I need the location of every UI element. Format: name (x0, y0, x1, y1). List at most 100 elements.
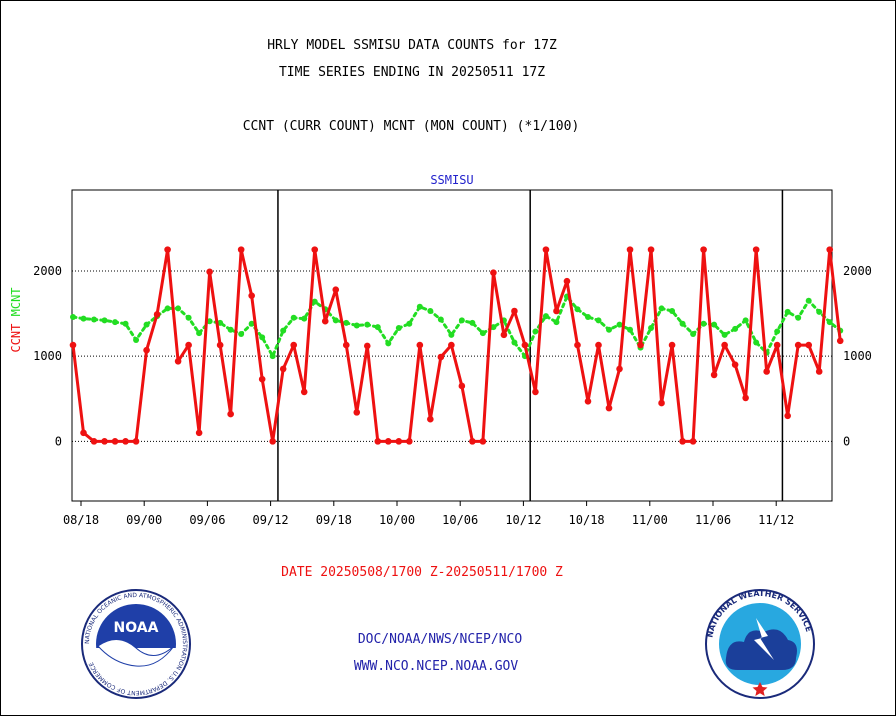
ccnt-point (227, 410, 234, 418)
x-tick-label: 10/12 (505, 513, 541, 527)
ccnt-point (574, 341, 581, 349)
ccnt-point (111, 438, 119, 445)
mcnt-point (385, 340, 392, 347)
y-tick-label-left: 0 (55, 434, 62, 448)
x-tick-label: 11/06 (695, 513, 731, 527)
mcnt-point (353, 322, 360, 329)
mcnt-point (616, 321, 623, 328)
ccnt-point (637, 341, 644, 349)
mcnt-point (490, 324, 497, 331)
mcnt-point (427, 307, 434, 314)
mcnt-point (374, 324, 381, 331)
ccnt-point (395, 438, 403, 445)
mcnt-point (479, 330, 486, 337)
ccnt-point (321, 317, 329, 325)
mcnt-point (259, 334, 266, 341)
ccnt-point (479, 438, 487, 445)
mcnt-point (301, 315, 308, 322)
mcnt-point (584, 313, 591, 320)
ccnt-point (427, 415, 434, 423)
mcnt-point (784, 308, 791, 315)
mcnt-point (711, 321, 718, 328)
mcnt-point (448, 331, 455, 338)
ccnt-point (742, 394, 749, 402)
ccnt-point (311, 246, 319, 253)
mcnt-point (227, 326, 234, 333)
x-tick-label: 10/00 (379, 513, 415, 527)
mcnt-point (112, 319, 119, 326)
mcnt-point (175, 305, 182, 312)
mcnt-point (238, 330, 245, 337)
mcnt-point (290, 314, 297, 321)
mcnt-point (795, 314, 802, 321)
ccnt-point (532, 388, 539, 396)
mcnt-point (732, 325, 739, 332)
x-tick-label: 08/18 (63, 513, 99, 527)
ccnt-point (679, 438, 686, 445)
y-axis-label: CCNT MCNT (9, 287, 23, 352)
mcnt-point (553, 319, 560, 326)
mcnt-point (511, 339, 518, 346)
x-tick-label: 09/00 (126, 513, 162, 527)
ccnt-point (342, 341, 350, 349)
ccnt-point (385, 438, 392, 445)
mcnt-point (395, 325, 402, 332)
mcnt-point (774, 328, 781, 335)
y-tick-label-right: 2000 (843, 264, 872, 278)
y-tick-label-right: 1000 (843, 349, 872, 363)
mcnt-point (280, 327, 287, 334)
ccnt-point (805, 341, 812, 349)
ccnt-point (448, 341, 455, 349)
mcnt-point (437, 316, 444, 323)
x-tick-label: 09/18 (316, 513, 352, 527)
ccnt-point (353, 409, 361, 416)
mcnt-point (648, 325, 655, 332)
mcnt-point (816, 308, 823, 315)
ccnt-point (710, 371, 718, 379)
date-range-text: DATE 20250508/1700 Z-20250511/1700 Z (281, 565, 563, 580)
mcnt-point (133, 336, 140, 343)
mcnt-point (574, 306, 581, 313)
mcnt-point (269, 353, 276, 360)
ccnt-point (363, 342, 371, 350)
ccnt-point (605, 404, 613, 412)
ccnt-point (174, 357, 182, 365)
mcnt-point (742, 317, 749, 324)
x-tick-label: 10/06 (442, 513, 478, 527)
chart-title-line1: HRLY MODEL SSMISU DATA COUNTS for 17Z (267, 38, 557, 53)
ccnt-point (80, 429, 87, 437)
ccnt-point (90, 438, 98, 445)
mcnt-point (532, 328, 539, 335)
ccnt-point (101, 438, 108, 445)
ccnt-point (332, 286, 340, 293)
mcnt-point (606, 326, 613, 333)
mcnt-point (332, 317, 339, 324)
ccnt-point (616, 365, 623, 373)
mcnt-point (700, 320, 707, 327)
series-title: SSMISU (430, 173, 473, 187)
ccnt-point (689, 438, 697, 445)
mcnt-point (101, 317, 108, 324)
mcnt-point (91, 316, 98, 323)
mcnt-point (627, 326, 634, 333)
mcnt-point (679, 320, 686, 327)
mcnt-point (753, 339, 760, 346)
ccnt-point (437, 353, 445, 361)
mcnt-point (542, 313, 549, 320)
ccnt-point (721, 341, 728, 349)
website-link[interactable]: WWW.NCO.NCEP.NOAA.GOV (353, 659, 519, 674)
ccnt-point (826, 246, 834, 253)
x-tick-label: 11/12 (758, 513, 794, 527)
ccnt-point (143, 346, 150, 354)
ccnt-point (164, 246, 171, 253)
mcnt-point (122, 320, 129, 327)
mcnt-point (364, 321, 371, 328)
chart-subtitle: CCNT (CURR COUNT) MCNT (MON COUNT) (*1/1… (242, 119, 580, 134)
mcnt-point (416, 303, 423, 310)
ccnt-point (269, 438, 276, 445)
ccnt-point (773, 341, 781, 349)
ccnt-point (490, 269, 497, 276)
x-tick-label: 09/12 (253, 513, 289, 527)
x-tick-label: 09/06 (189, 513, 225, 527)
